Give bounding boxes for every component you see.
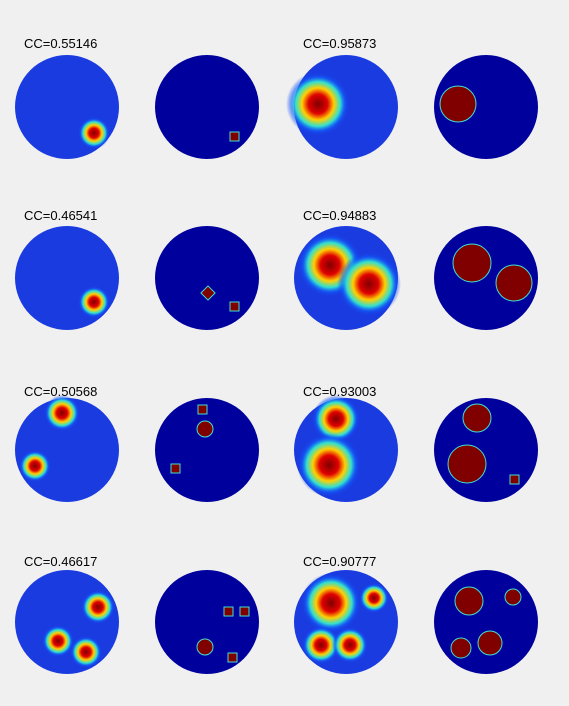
cc-label: CC=0.95873 <box>303 36 376 51</box>
true-inclusions <box>170 85 533 663</box>
cc-label: CC=0.46541 <box>24 208 97 223</box>
cc-label: CC=0.55146 <box>24 36 97 51</box>
cc-label: CC=0.46617 <box>24 554 97 569</box>
labels: CC=0.55146 CC=0.95873 CC=0.46541 CC=0.94… <box>24 36 376 569</box>
cc-label: CC=0.90777 <box>303 554 376 569</box>
reconstruction-blobs <box>19 72 401 668</box>
cc-label: CC=0.50568 <box>24 384 97 399</box>
cc-label: CC=0.94883 <box>303 208 376 223</box>
cc-label: CC=0.93003 <box>303 384 376 399</box>
